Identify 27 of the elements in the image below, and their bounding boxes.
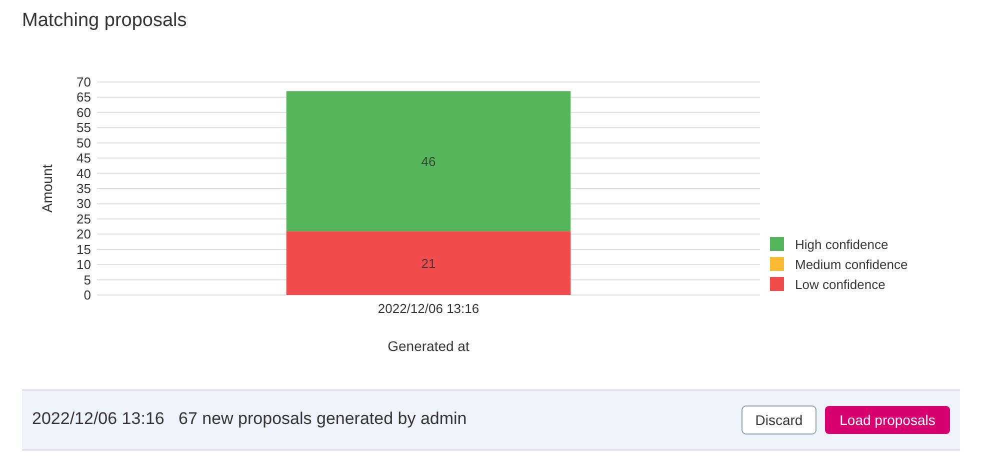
- y-tick-label: 65: [76, 90, 91, 105]
- y-tick-label: 55: [76, 120, 91, 136]
- y-tick-label: 70: [76, 74, 91, 90]
- chart-title: Matching proposals: [22, 10, 187, 31]
- legend-label: Low confidence: [795, 277, 886, 292]
- legend-label: High confidence: [795, 237, 888, 252]
- y-tick-label: 45: [76, 150, 91, 166]
- y-axis-title: Amount: [39, 164, 55, 213]
- y-tick-label: 30: [76, 196, 91, 212]
- data-label: 46: [421, 154, 436, 170]
- data-label: 21: [421, 256, 436, 272]
- y-tick-label: 20: [76, 226, 91, 242]
- y-tick-label: 40: [76, 166, 91, 181]
- y-tick-label: 5: [84, 272, 91, 288]
- y-tick-label: 35: [76, 181, 91, 196]
- y-tick-label: 10: [76, 257, 91, 272]
- y-tick-label: 60: [76, 104, 91, 120]
- y-tick-label: 25: [76, 211, 91, 226]
- discard-button: Discard: [742, 406, 816, 434]
- y-tick-label: 0: [84, 288, 91, 302]
- y-tick-label: 50: [76, 135, 91, 150]
- text: 2022/12/06 13:16 67 new proposals generated by admin: [32, 409, 467, 428]
- x-tick-label: 2022/12/06 13:16: [378, 301, 480, 316]
- y-tick-label: 15: [76, 242, 91, 257]
- x-axis-title: Generated at: [388, 338, 470, 354]
- legend-label: Medium confidence: [795, 257, 908, 272]
- load-button: Load proposals: [825, 406, 950, 434]
